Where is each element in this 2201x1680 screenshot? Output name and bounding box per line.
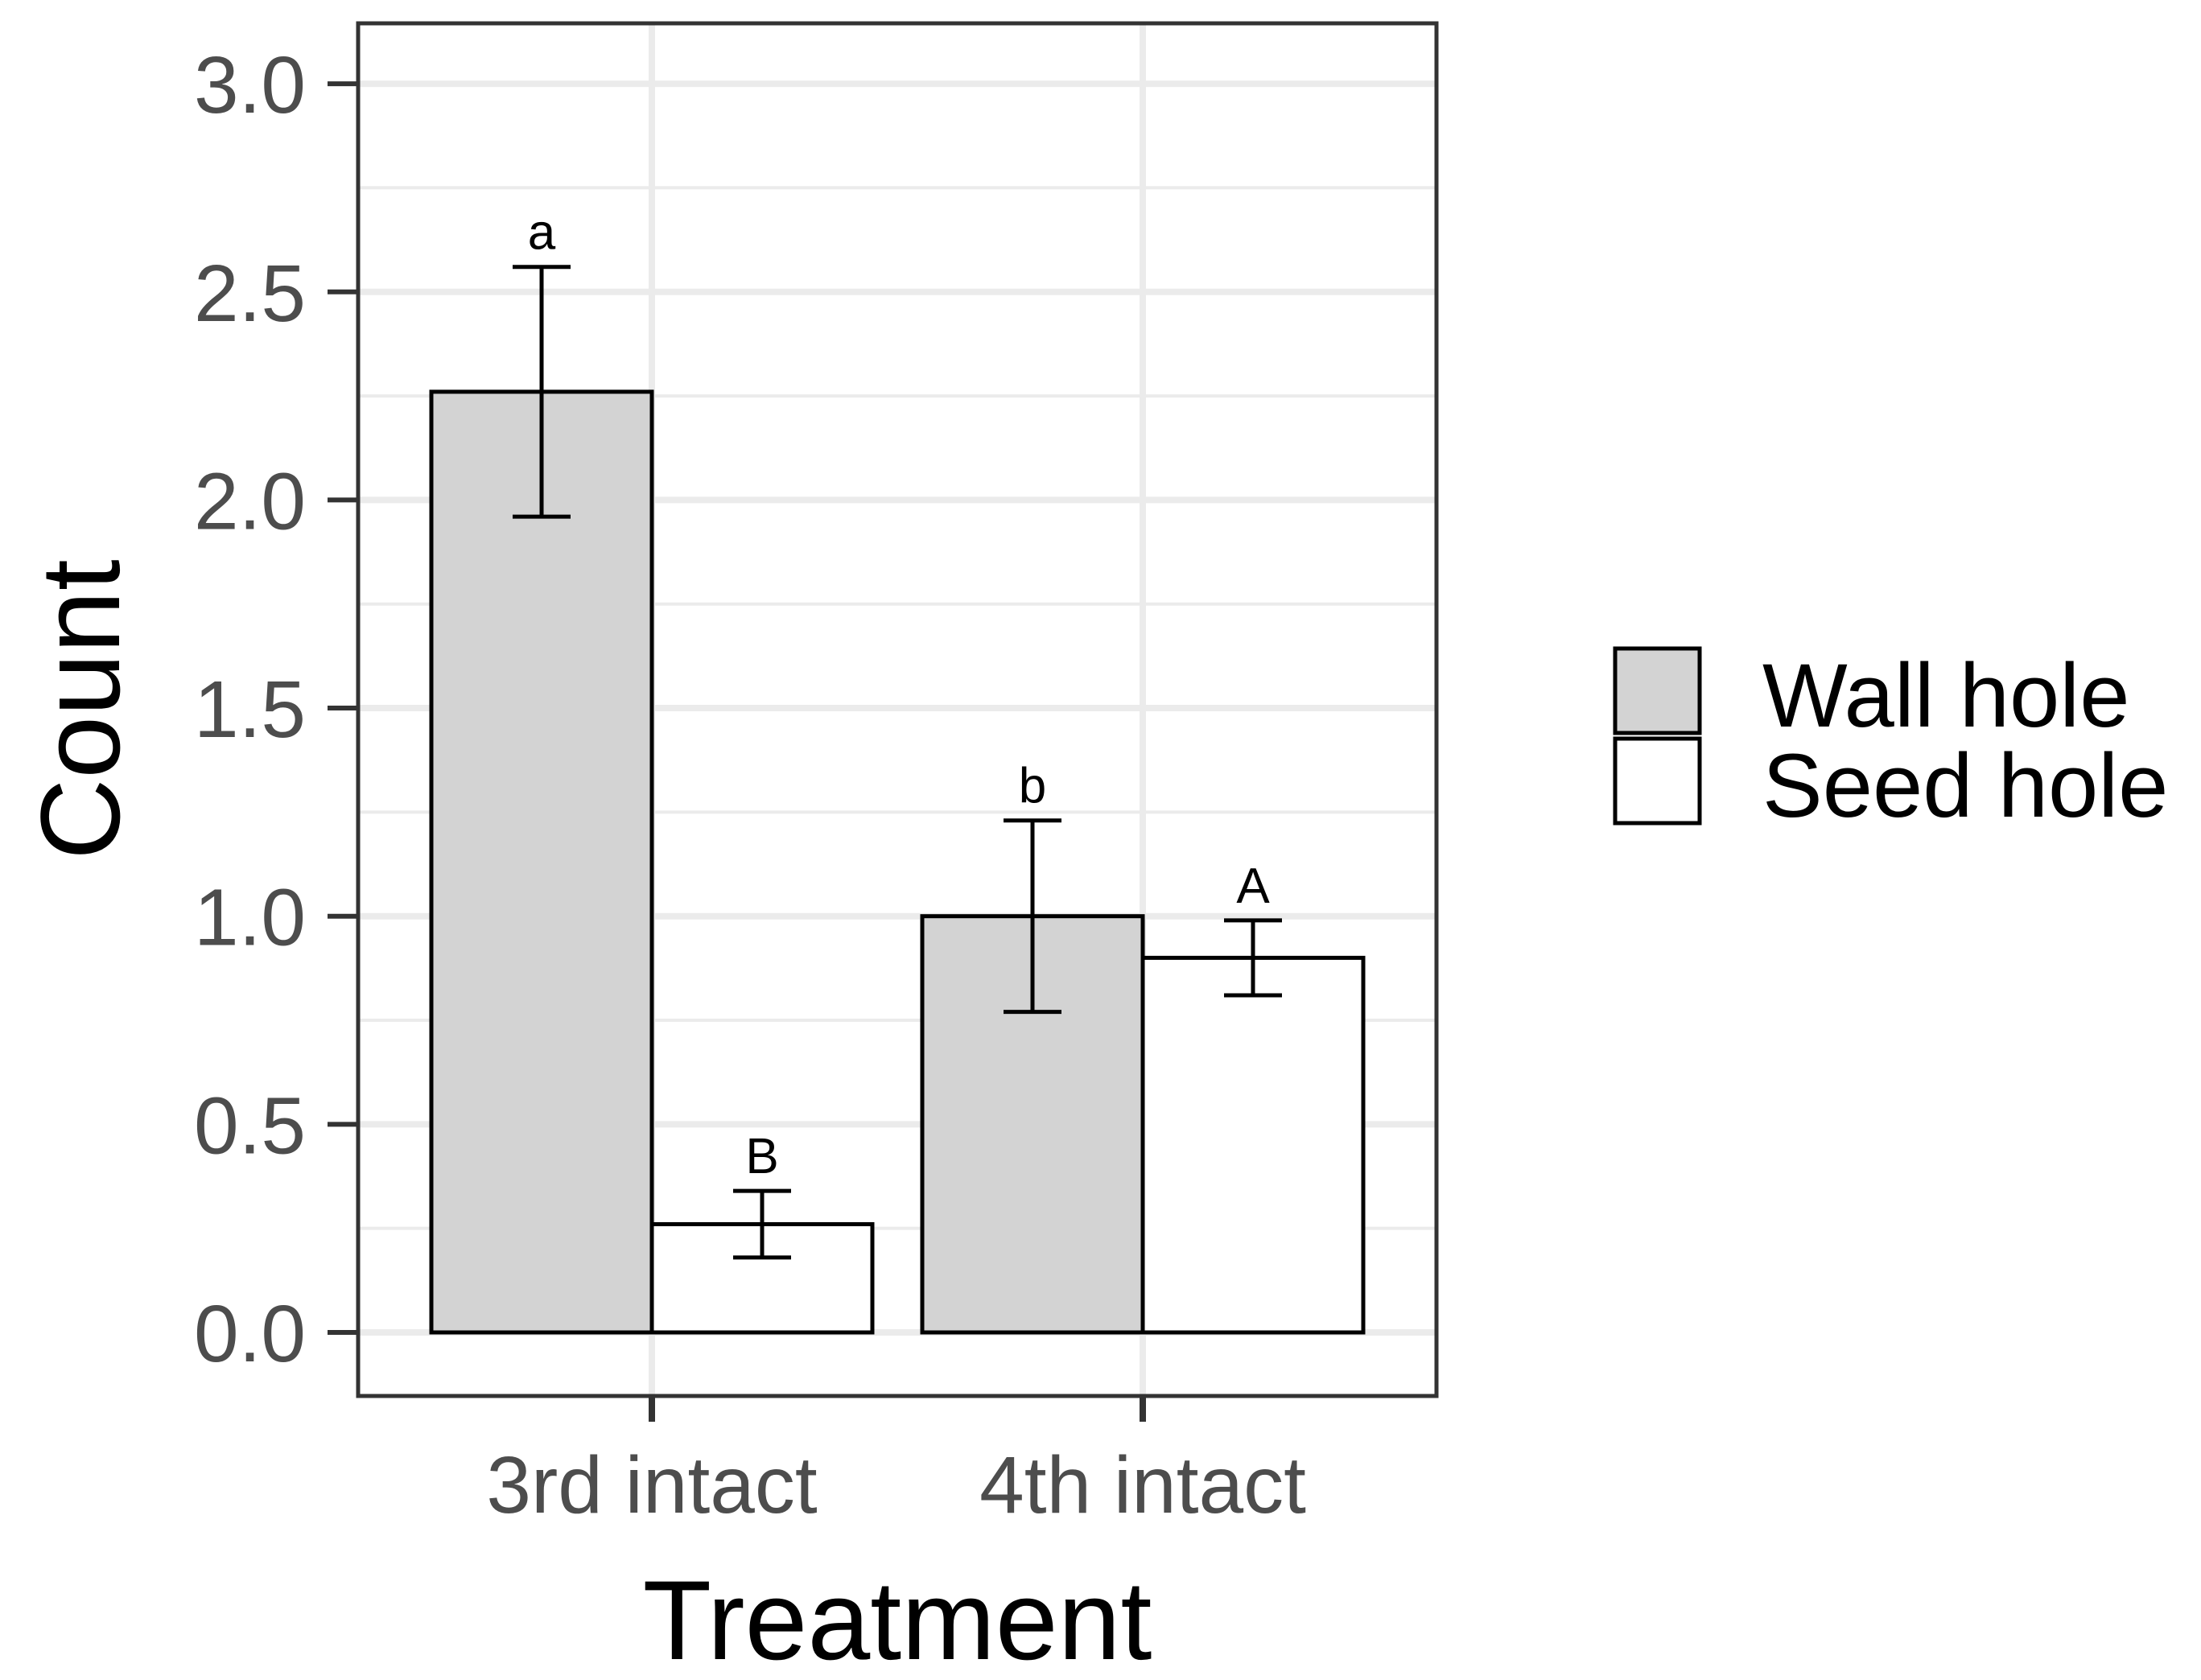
y-tick-label: 1.0 (194, 873, 306, 963)
y-axis: 0.0 0.5 1.0 1.5 2.0 2.5 3.0 (194, 40, 358, 1379)
bar-wall-hole-3rd-intact (429, 389, 654, 1335)
x-axis: 3rd intact 4th intact (486, 1396, 1306, 1530)
y-tick-label: 0.0 (194, 1289, 306, 1379)
significance-label-seed-hole-4th-intact: A (1236, 859, 1270, 914)
x-tick-label-4th-intact: 4th intact (979, 1440, 1306, 1530)
y-tick-label: 2.5 (194, 249, 306, 339)
significance-labels: a Bb A (528, 205, 1271, 1184)
bars (429, 389, 1366, 1335)
x-axis-title: Treatment (643, 1557, 1152, 1680)
legend-label-seed-hole: Seed hole (1762, 735, 2168, 836)
y-tick-label: 0.5 (194, 1081, 306, 1171)
y-tick-label: 3.0 (194, 40, 306, 130)
legend-key-wall-hole (1613, 646, 1702, 735)
error-bars (513, 265, 1282, 1260)
significance-label-seed-hole-3rd-intact: B (745, 1129, 778, 1184)
significance-label-wall-hole-3rd-intact: a (528, 205, 556, 261)
legend-key-seed-hole (1613, 736, 1702, 826)
bar-seed-hole-4th-intact (1140, 955, 1366, 1335)
significance-label-wall-hole-4th-intact: b (1019, 759, 1046, 814)
x-tick-label-3rd-intact: 3rd intact (486, 1440, 818, 1530)
y-tick-label: 2.0 (194, 456, 306, 546)
legend: Wall hole Seed hole (1613, 645, 2168, 836)
y-axis-title: Count (17, 559, 143, 860)
legend-label-wall-hole: Wall hole (1762, 645, 2129, 746)
y-tick-label: 1.5 (194, 665, 306, 755)
